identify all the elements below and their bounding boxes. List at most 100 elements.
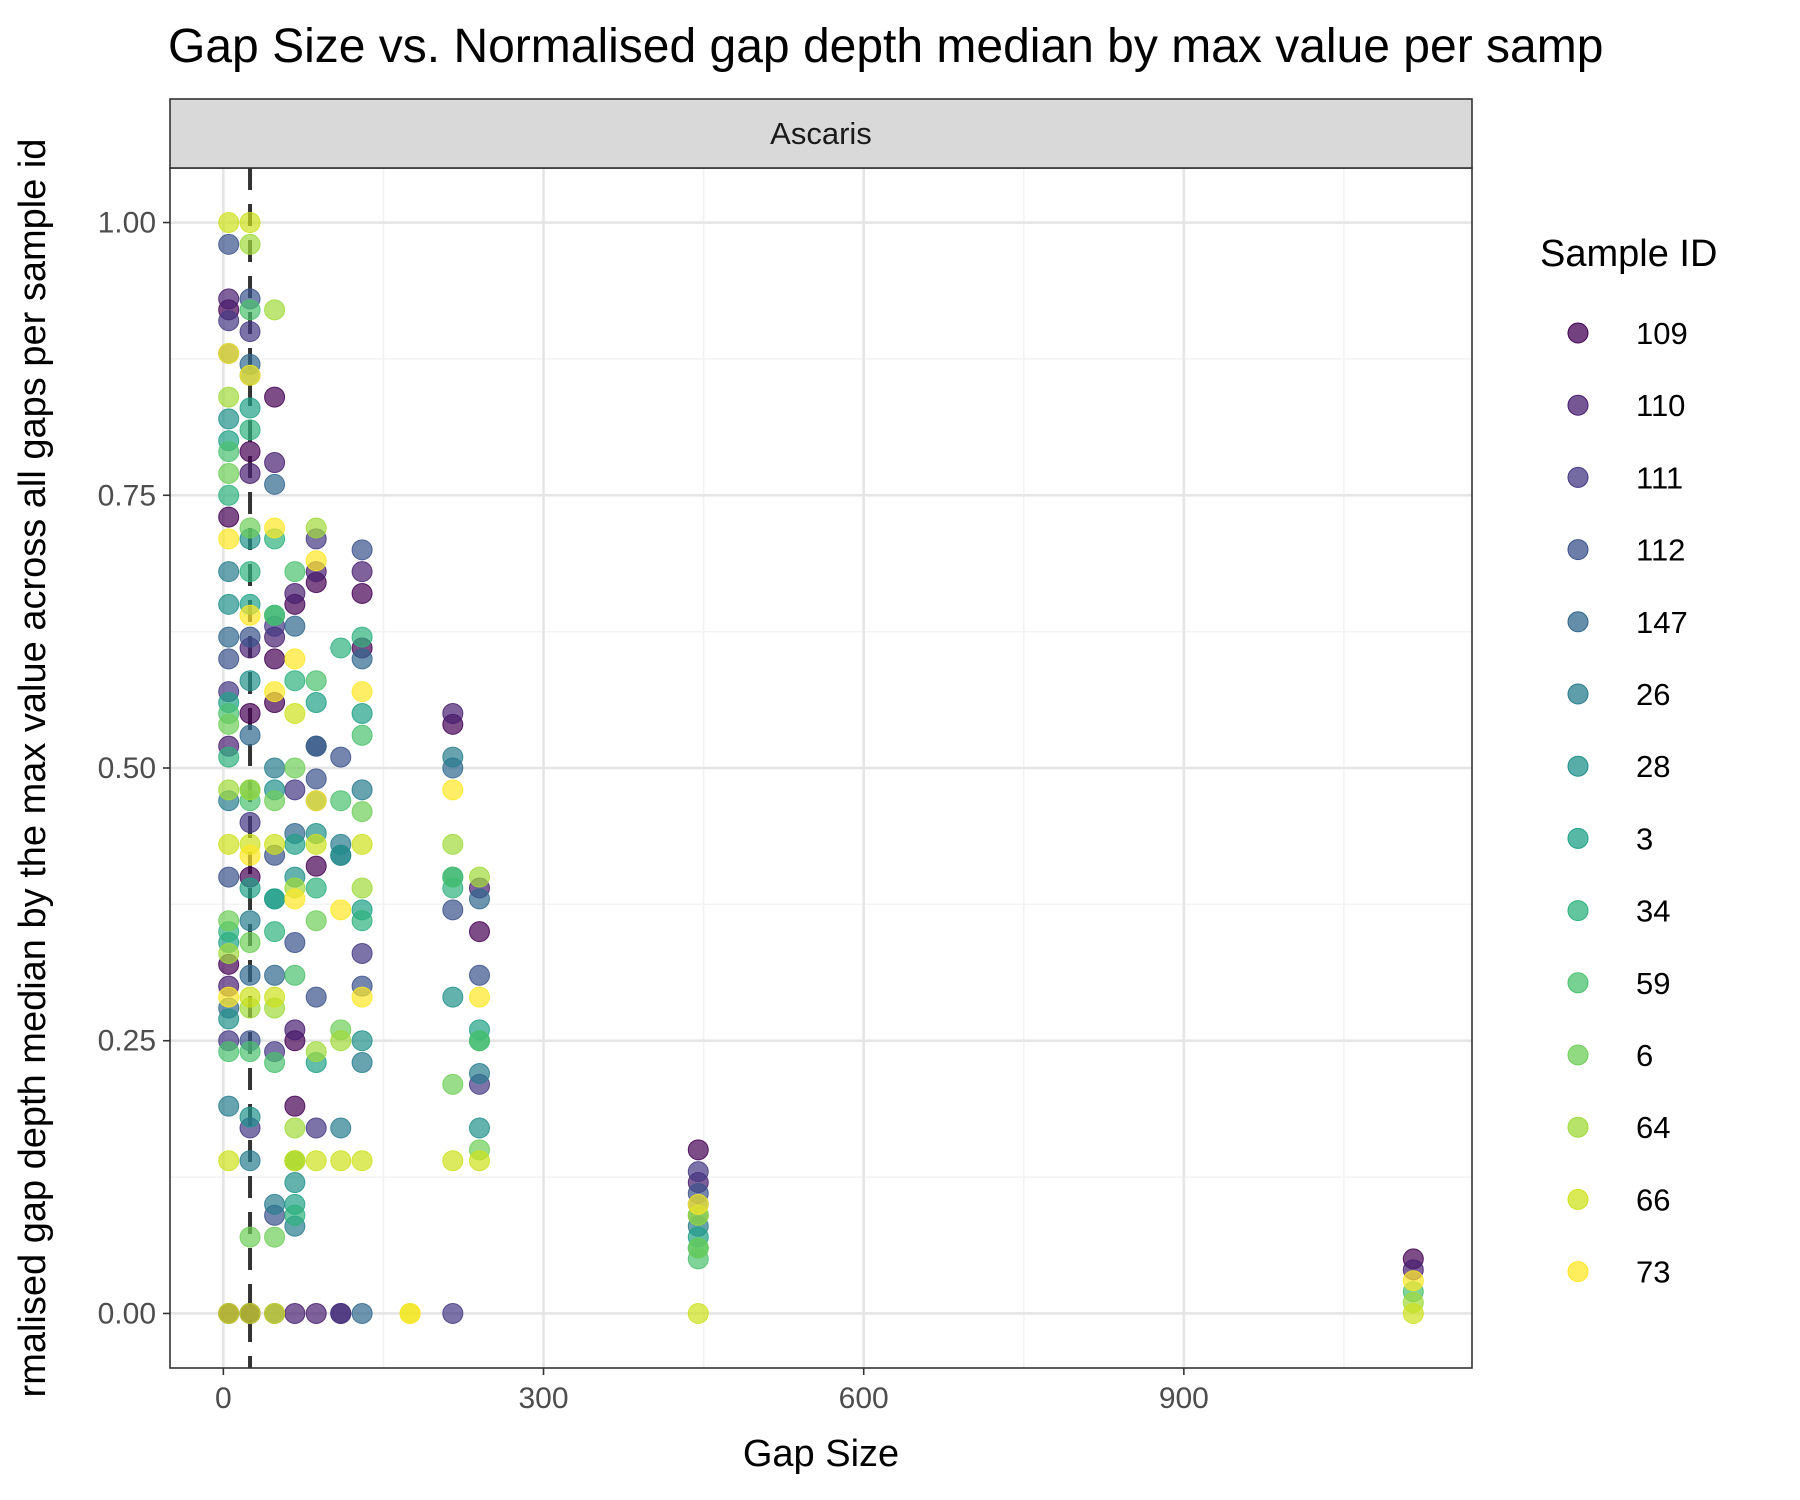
data-point-sample-111 xyxy=(687,1161,709,1183)
data-point-sample-34 xyxy=(284,1204,306,1226)
legend-label-73: 73 xyxy=(1636,1255,1670,1290)
x-axis-ticks: 0 300 600 900 xyxy=(215,1368,1209,1415)
y-tick-label: 0.25 xyxy=(98,1025,156,1058)
data-point-sample-6 xyxy=(351,801,373,823)
data-point-sample-73 xyxy=(284,648,306,670)
data-point-sample-64 xyxy=(239,779,261,801)
data-point-sample-34 xyxy=(239,419,261,441)
data-point-sample-3 xyxy=(239,397,261,419)
x-tick-label: 0 xyxy=(215,1382,232,1415)
data-point-sample-109 xyxy=(264,386,286,408)
data-point-sample-109 xyxy=(687,1139,709,1161)
data-point-sample-34 xyxy=(351,626,373,648)
data-point-sample-73 xyxy=(330,899,352,921)
data-point-sample-112 xyxy=(442,899,464,921)
data-point-sample-66 xyxy=(218,212,240,234)
data-point-sample-66 xyxy=(442,1150,464,1172)
data-point-sample-73 xyxy=(1402,1270,1424,1292)
x-tick-label: 900 xyxy=(1159,1382,1209,1415)
data-point-sample-26 xyxy=(264,1193,286,1215)
data-point-sample-112 xyxy=(218,648,240,670)
data-point-sample-28 xyxy=(239,1106,261,1128)
data-point-sample-73 xyxy=(264,681,286,703)
data-point-sample-6 xyxy=(218,910,240,932)
data-point-sample-111 xyxy=(239,812,261,834)
data-point-sample-66 xyxy=(239,1302,261,1324)
data-point-sample-6 xyxy=(687,1237,709,1259)
legend-label-26: 26 xyxy=(1636,677,1670,712)
data-point-sample-110 xyxy=(239,462,261,484)
data-point-sample-59 xyxy=(284,561,306,583)
data-point-sample-26 xyxy=(351,779,373,801)
data-point-sample-6 xyxy=(305,910,327,932)
data-point-sample-73 xyxy=(239,364,261,386)
data-point-sample-64 xyxy=(218,779,240,801)
data-point-sample-66 xyxy=(284,702,306,724)
data-point-sample-64 xyxy=(239,233,261,255)
legend-label-111: 111 xyxy=(1636,460,1683,495)
data-point-sample-109 xyxy=(284,1095,306,1117)
data-point-sample-112 xyxy=(330,746,352,768)
data-points xyxy=(218,212,1424,1324)
data-point-sample-64 xyxy=(468,866,490,888)
data-point-sample-64 xyxy=(218,942,240,964)
data-point-sample-66 xyxy=(305,1150,327,1172)
legend-label-110: 110 xyxy=(1636,388,1685,423)
data-point-sample-34 xyxy=(218,746,240,768)
data-point-sample-111 xyxy=(305,1117,327,1139)
data-point-sample-26 xyxy=(218,1095,240,1117)
legend-key-112 xyxy=(1567,539,1589,561)
data-point-sample-147 xyxy=(351,1302,373,1324)
data-point-sample-64 xyxy=(351,877,373,899)
data-point-sample-66 xyxy=(218,1150,240,1172)
data-point-sample-59 xyxy=(284,964,306,986)
data-point-sample-6 xyxy=(239,1226,261,1248)
legend-label-66: 66 xyxy=(1636,1182,1670,1217)
data-point-sample-73 xyxy=(284,888,306,910)
data-point-sample-66 xyxy=(264,833,286,855)
data-point-sample-73 xyxy=(351,986,373,1008)
data-point-sample-6 xyxy=(284,757,306,779)
data-point-sample-147 xyxy=(218,626,240,648)
data-point-sample-109 xyxy=(218,506,240,528)
data-point-sample-73 xyxy=(218,986,240,1008)
legend-key-26 xyxy=(1567,683,1589,705)
legend-key-3 xyxy=(1567,827,1589,849)
legend-label-3: 3 xyxy=(1636,821,1653,856)
data-point-sample-66 xyxy=(239,212,261,234)
data-point-sample-64 xyxy=(330,1030,352,1052)
data-point-sample-147 xyxy=(305,735,327,757)
legend-key-64 xyxy=(1567,1116,1589,1138)
data-point-sample-34 xyxy=(330,637,352,659)
data-point-sample-28 xyxy=(351,1030,373,1052)
data-point-sample-73 xyxy=(399,1302,421,1324)
data-point-sample-109 xyxy=(264,648,286,670)
data-point-sample-26 xyxy=(218,561,240,583)
y-axis-ticks: 0.00 0.25 0.50 0.75 1.00 xyxy=(98,207,170,1330)
data-point-sample-28 xyxy=(218,408,240,430)
data-point-sample-109 xyxy=(239,702,261,724)
data-point-sample-111 xyxy=(239,321,261,343)
data-point-sample-73 xyxy=(218,528,240,550)
data-point-sample-111 xyxy=(442,1302,464,1324)
x-axis-title: Gap Size xyxy=(743,1433,899,1475)
data-point-sample-3 xyxy=(284,833,306,855)
data-point-sample-26 xyxy=(442,746,464,768)
legend-items: 109 110 111 112 147 26 28 3 34 59 6 64 66 73 xyxy=(1567,316,1688,1290)
data-point-sample-147 xyxy=(351,648,373,670)
data-point-sample-73 xyxy=(305,790,327,812)
data-point-sample-59 xyxy=(330,790,352,812)
legend-key-59 xyxy=(1567,972,1589,994)
data-point-sample-111 xyxy=(330,1302,352,1324)
data-point-sample-26 xyxy=(330,1117,352,1139)
data-point-sample-59 xyxy=(264,604,286,626)
data-point-sample-66 xyxy=(305,833,327,855)
y-tick-label: 0.75 xyxy=(98,479,156,512)
legend-label-147: 147 xyxy=(1636,605,1688,640)
data-point-sample-28 xyxy=(284,1172,306,1194)
data-point-sample-6 xyxy=(264,1226,286,1248)
data-point-sample-73 xyxy=(687,1193,709,1215)
data-point-sample-112 xyxy=(218,866,240,888)
data-point-sample-59 xyxy=(239,1041,261,1063)
data-point-sample-64 xyxy=(442,833,464,855)
